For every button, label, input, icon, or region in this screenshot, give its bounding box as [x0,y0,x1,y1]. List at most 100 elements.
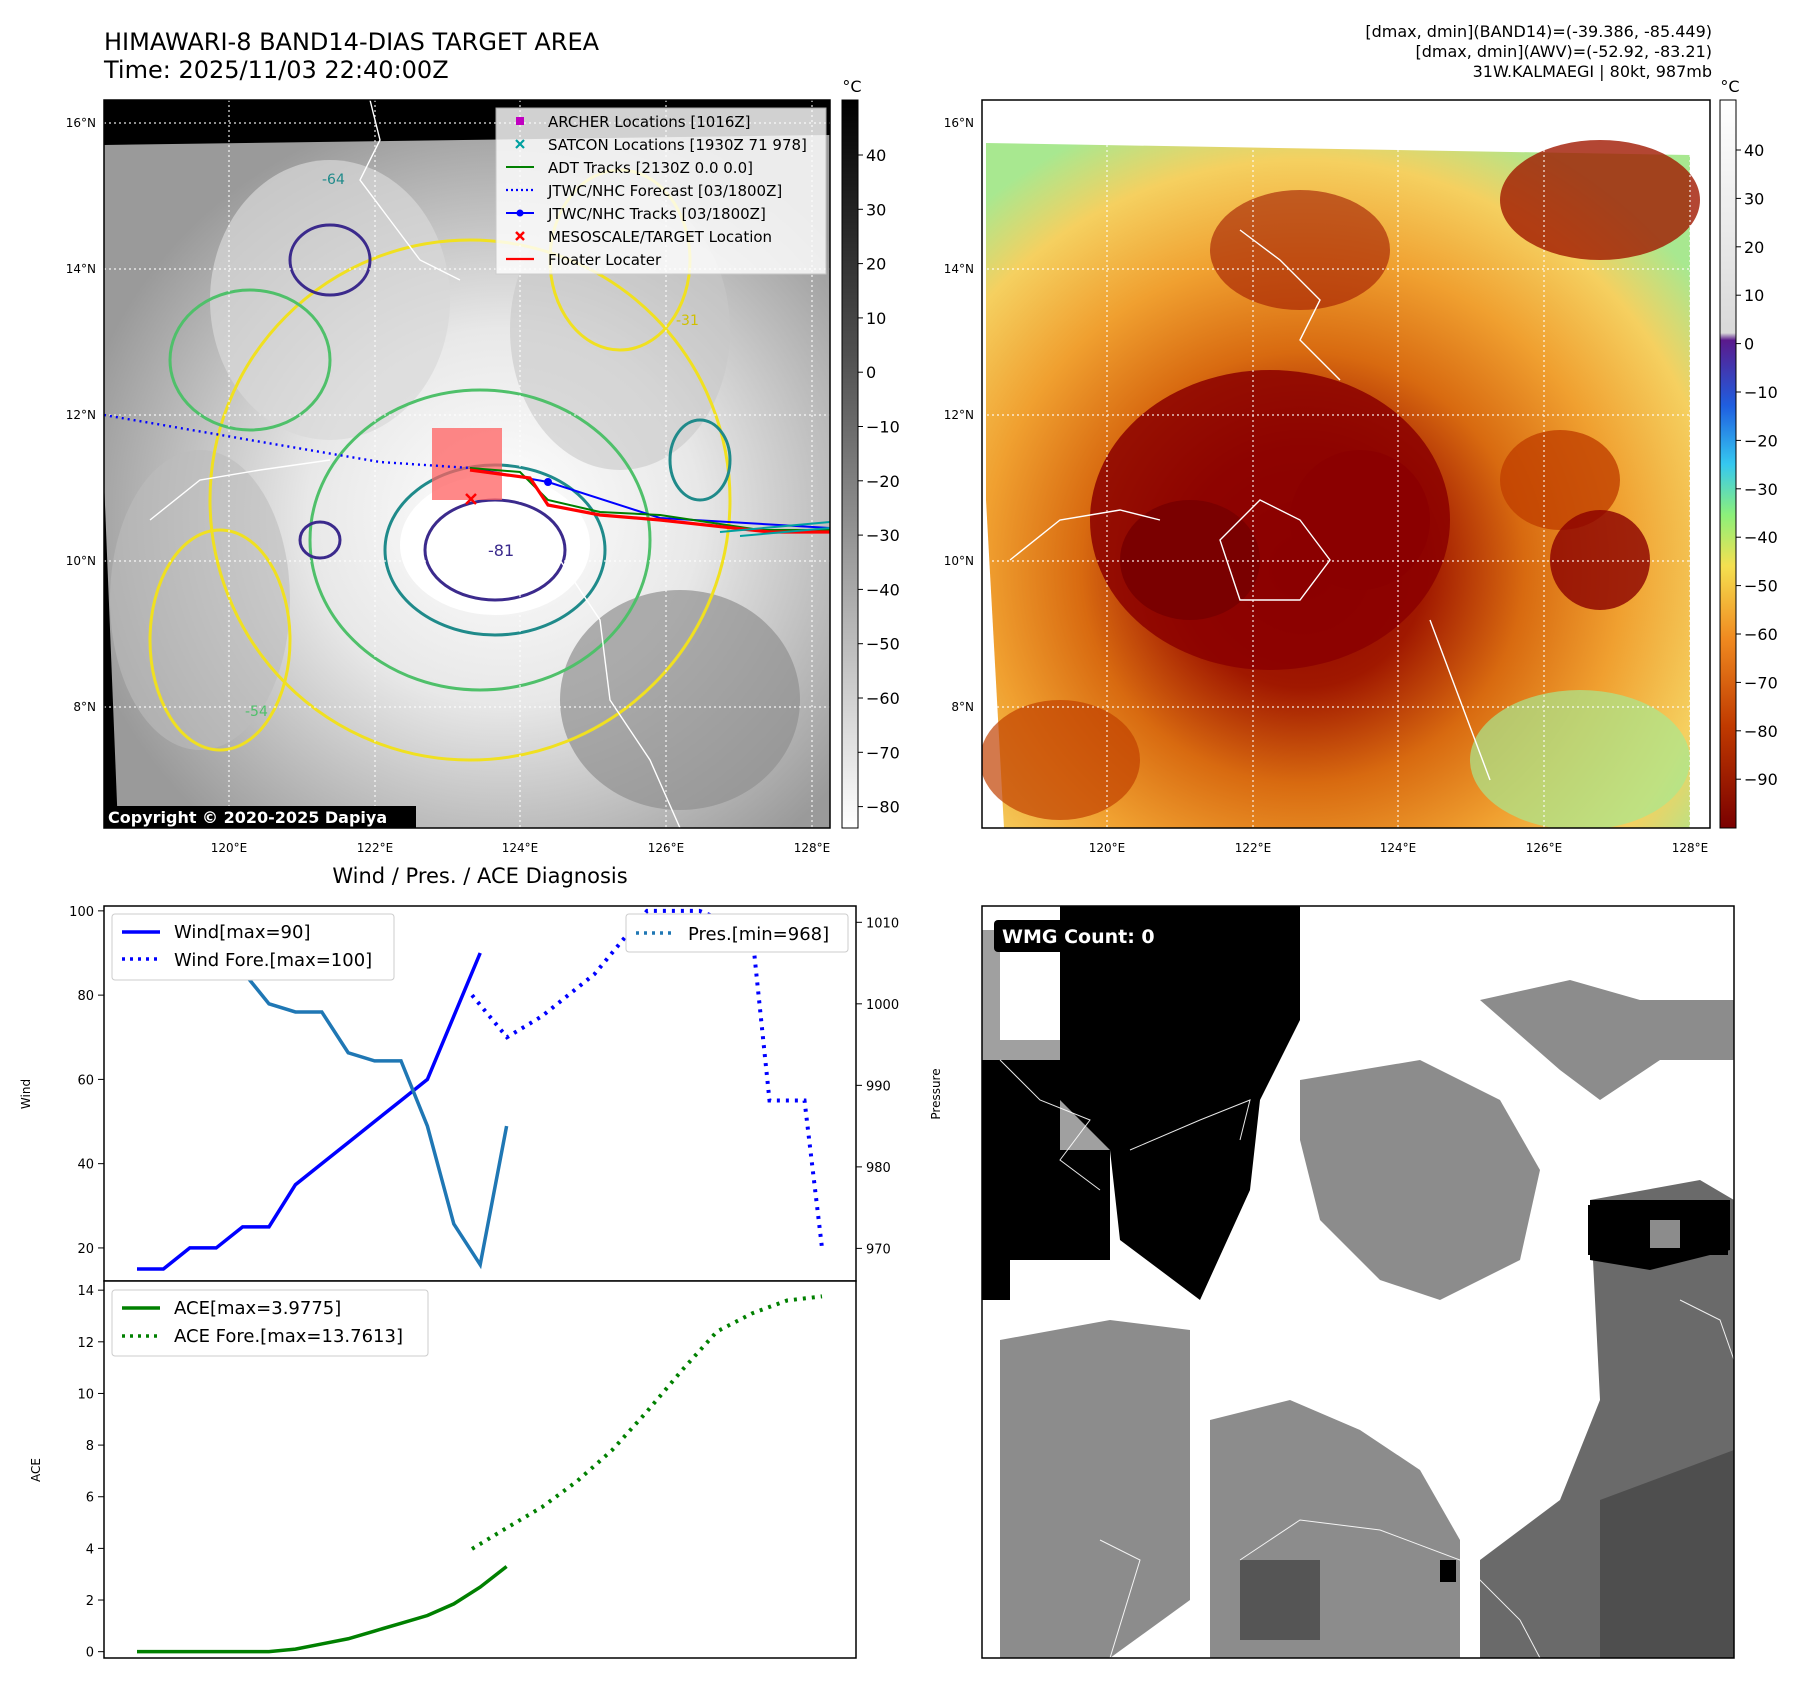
colorbar-tick-label: 40 [866,146,886,165]
lon-label: 120°E [211,841,248,855]
lon-label: 128°E [794,841,831,855]
legend-ace: ACE[max=3.9775] [174,1298,341,1319]
ir-colorbar [841,99,859,829]
lat-label: 10°N [944,554,974,568]
colorbar-tick-label: −60 [1744,625,1778,644]
colorbar-tick-label: −80 [1744,722,1778,741]
wmg-map [982,906,1734,1658]
pressure-ytick-label: 980 [866,1161,891,1176]
lat-label: 14°N [66,262,96,276]
info-band14: [dmax, dmin](BAND14)=(-39.386, -85.449) [1365,22,1712,41]
contour-label: -54 [245,704,268,720]
wind-series-line [137,952,482,1271]
ace-legend: ACE[max=3.9775] ACE Fore.[max=13.7613] [111,1289,429,1357]
wind-ylabel: Wind [19,1079,33,1109]
lon-label: 126°E [1526,841,1563,855]
legend-wind-fore: Wind Fore.[max=100] [174,950,372,971]
lon-labels-right: 120°E 122°E 124°E 126°E 128°E [1089,841,1709,855]
legend-tracks: JTWC/NHC Tracks [03/1800Z] [547,205,766,223]
pressure-ytick-label: 990 [866,1079,891,1094]
lat-label: 16°N [944,116,974,130]
ir-colorbar-ticks: 40 30 20 10 0 −10 −20 −30 −40 −50 −60 −70 −80 [858,146,900,817]
colorbar-tick-label: 10 [1744,286,1764,305]
ace-series-line [137,1565,508,1654]
ir-colorbar-unit: °C [842,77,861,96]
lon-label: 120°E [1089,841,1126,855]
wind-ytick-label: 20 [77,1242,94,1257]
info-awv: [dmax, dmin](AWV)=(-52.92, -83.21) [1415,42,1712,61]
colorbar-tick-label: 40 [1744,141,1764,160]
legend-pres: Pres.[min=968] [688,924,829,945]
ace-ytick-label: 14 [77,1284,94,1299]
contour-label: -31 [676,313,699,329]
legend-wind: Wind[max=90] [174,922,311,943]
legend-adt: ADT Tracks [2130Z 0.0 0.0] [548,159,753,177]
colorbar-tick-label: 20 [1744,238,1764,257]
pressure-ytick-label: 1010 [866,916,899,931]
storm-info: [dmax, dmin](BAND14)=(-39.386, -85.449) … [1365,22,1712,82]
colorbar-tick-label: −90 [1744,770,1778,789]
contour-label: -64 [322,172,345,188]
colorbar-tick-label: 0 [1744,335,1754,354]
colorbar-tick-label: −40 [1744,528,1778,547]
target-marker-icon [515,231,525,241]
satcon-marker-icon [515,139,525,149]
lon-label: 124°E [502,841,539,855]
pressure-legend: Pres.[min=968] [625,913,849,953]
colorbar-tick-label: −60 [866,689,900,708]
ace-ytick-label: 4 [86,1542,94,1557]
colorbar-tick-label: −70 [1744,673,1778,692]
colorbar-tick-label: −10 [866,418,900,437]
info-storm: 31W.KALMAEGI | 80kt, 987mb [1472,62,1712,81]
colorbar-tick-label: −20 [1744,431,1778,450]
ace-ytick-label: 10 [77,1387,94,1402]
pressure-ytick-label: 1000 [866,998,899,1013]
figure-time: Time: 2025/11/03 22:40:00Z [104,56,449,84]
lat-label: 8°N [73,700,96,714]
colorbar-tick-label: −30 [1744,480,1778,499]
lon-label: 122°E [357,841,394,855]
contour-label: -81 [488,541,514,560]
legend-satcon: SATCON Locations [1930Z 71 978] [548,136,807,154]
map-legend: ARCHER Locations [1016Z] SATCON Location… [495,107,827,275]
lon-labels-left: 120°E 122°E 124°E 126°E 128°E [211,841,831,855]
colorbar-tick-label: −40 [866,580,900,599]
lon-label: 126°E [648,841,685,855]
ace-ytick-label: 12 [77,1336,94,1351]
awv-colorbar [1719,99,1737,829]
lon-label: 122°E [1235,841,1272,855]
wind-legend: Wind[max=90] Wind Fore.[max=100] [111,913,395,981]
ace-ylabel: ACE [29,1458,43,1482]
ace-ytick-label: 6 [86,1491,94,1506]
figure-title: HIMAWARI-8 BAND14-DIAS TARGET AREA [104,28,600,56]
wmg-count: WMG Count: 0 [1002,926,1155,948]
legend-ace-fore: ACE Fore.[max=13.7613] [174,1326,403,1347]
lon-label: 128°E [1672,841,1709,855]
colorbar-tick-label: −80 [866,798,900,817]
colorbar-tick-label: −20 [866,472,900,491]
colorbar-tick-label: 10 [866,309,886,328]
colorbar-tick-label: 0 [866,363,876,382]
awv-map [982,100,1710,828]
legend-target: MESOSCALE/TARGET Location [548,228,772,246]
diagnosis-title: Wind / Pres. / ACE Diagnosis [332,864,628,888]
lat-labels-right: 16°N 14°N 12°N 10°N 8°N [944,116,974,714]
wind-ytick-label: 40 [77,1158,94,1173]
lat-label: 12°N [66,408,96,422]
wmg-label-box [994,920,1170,952]
wind-forecast-line [470,908,824,1249]
wind-ytick-label: 60 [77,1073,94,1088]
legend-archer: ARCHER Locations [1016Z] [548,113,751,131]
pressure-ylabel: Pressure [929,1068,943,1119]
lat-label: 16°N [66,116,96,130]
lat-labels-left: 16°N 14°N 12°N 10°N 8°N [66,116,96,714]
copyright: Copyright © 2020-2025 Dapiya [108,808,387,827]
legend-forecast: JTWC/NHC Forecast [03/1800Z] [547,182,782,200]
colorbar-tick-label: −10 [1744,383,1778,402]
ace-ytick-label: 2 [86,1594,94,1609]
awv-colorbar-unit: °C [1720,77,1739,96]
pressure-ytick-label: 970 [866,1242,891,1257]
awv-colorbar-ticks: 40 30 20 10 0 −10 −20 −30 −40 −50 −60 −70 −80 −90 [1736,141,1778,789]
colorbar-tick-label: 30 [1744,189,1764,208]
